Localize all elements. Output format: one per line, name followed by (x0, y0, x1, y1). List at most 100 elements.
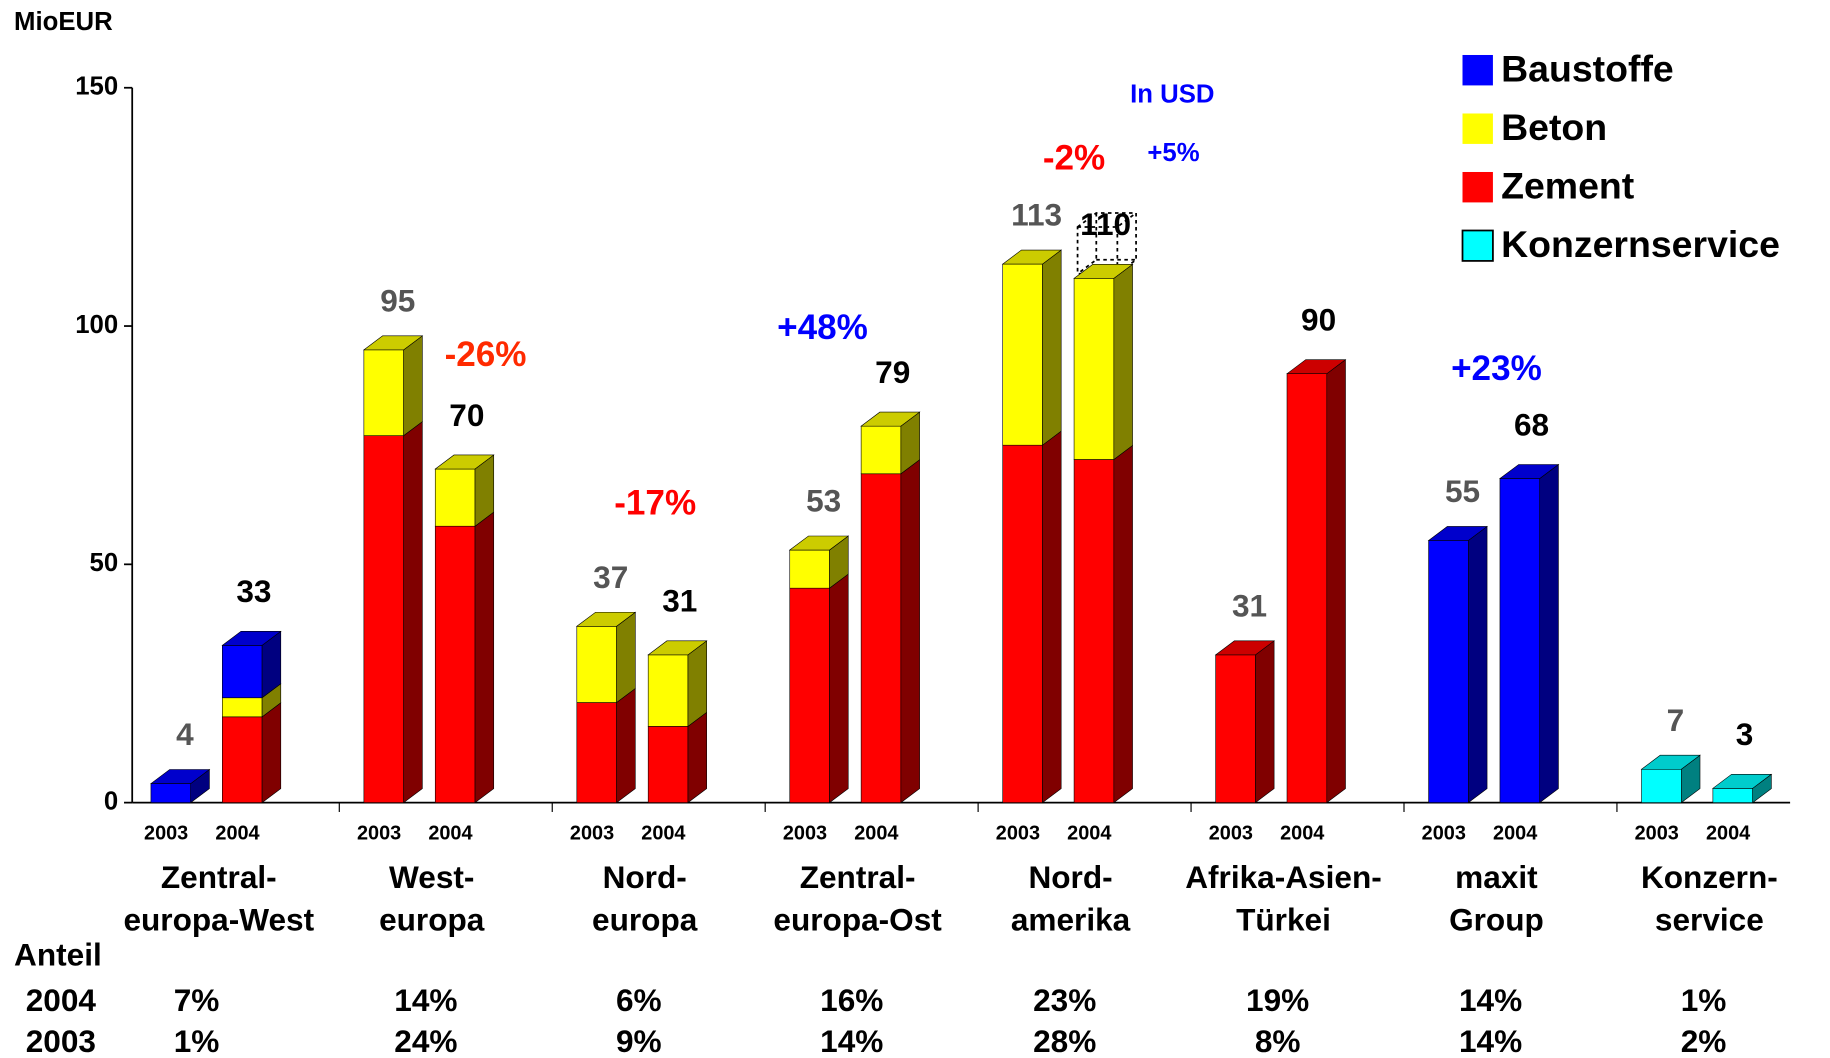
share-value: 9% (616, 1023, 662, 1058)
category-label: Nord- (1028, 859, 1112, 895)
bar-top (575, 611, 637, 627)
total-label: 4 (176, 716, 194, 752)
category-label: service (1655, 901, 1764, 937)
bar-segment (1002, 444, 1043, 803)
year-label: 2004 (1280, 822, 1324, 844)
total-label: 37 (593, 559, 628, 595)
legend-swatch (1462, 113, 1493, 144)
total-label: 90 (1301, 302, 1336, 338)
bar-segment (1499, 478, 1541, 803)
annotation: +23% (1451, 349, 1542, 388)
category-label: europa (592, 901, 698, 937)
annotation: +48% (777, 308, 868, 347)
category-label: Zentral- (161, 859, 277, 895)
y-tick-label: 50 (90, 549, 119, 577)
share-value: 8% (1255, 1023, 1301, 1058)
total-label: 31 (662, 583, 697, 619)
category-label: Afrika-Asien- (1185, 859, 1382, 895)
share-value: 14% (394, 982, 457, 1018)
annotation: In USD (1130, 81, 1214, 109)
category-label: europa-West (123, 901, 314, 937)
total-label: 31 (1232, 587, 1267, 623)
share-value: 19% (1246, 982, 1309, 1018)
legend-swatch (1461, 229, 1494, 262)
bar-side (474, 511, 495, 804)
share-value: 6% (616, 982, 662, 1018)
year-label: 2004 (1706, 822, 1750, 844)
total-label: 95 (380, 282, 415, 318)
bar-segment (1712, 788, 1753, 803)
year-label: 2003 (1635, 822, 1679, 844)
share-value: 7% (174, 982, 220, 1018)
share-value: 23% (1033, 982, 1096, 1018)
share-year: 2004 (26, 982, 97, 1018)
bar-segment (1641, 768, 1682, 803)
bar-top (1640, 754, 1701, 770)
bar-side (1326, 359, 1346, 804)
total-label: 70 (449, 397, 484, 433)
bar-top (1073, 264, 1134, 279)
year-label: 2004 (428, 822, 472, 844)
bar-segment (1002, 263, 1043, 446)
year-label: 2003 (996, 822, 1040, 844)
total-label: 55 (1445, 473, 1480, 509)
bar-side (1468, 525, 1488, 804)
bar-side (1113, 263, 1133, 461)
share-year: 2003 (26, 1023, 96, 1058)
bar-top (1427, 526, 1488, 541)
bar-side (687, 640, 707, 727)
bar-side (261, 702, 282, 804)
year-label: 2003 (144, 822, 188, 844)
bar-segment (363, 435, 404, 803)
annotation: +5% (1147, 139, 1199, 167)
share-value: 14% (1459, 982, 1522, 1018)
total-label: 113 (1011, 197, 1062, 233)
year-label: 2003 (357, 822, 401, 844)
total-label: 3 (1736, 716, 1754, 752)
bar-side (403, 335, 423, 437)
category-label: Konzern- (1641, 859, 1778, 895)
legend-label: Baustoffe (1501, 47, 1674, 89)
bar-segment (1286, 373, 1328, 803)
legend-label: Zement (1501, 164, 1635, 206)
total-label: 110 (1080, 206, 1131, 242)
year-label: 2003 (783, 822, 827, 844)
bar-top (860, 411, 921, 427)
share-value: 1% (1681, 982, 1727, 1018)
share-value: 28% (1033, 1023, 1096, 1058)
bar-segment (647, 654, 689, 727)
year-label: 2004 (1493, 822, 1537, 844)
bar-segment (1428, 540, 1469, 803)
bar-side (1042, 249, 1062, 446)
y-tick-label: 0 (104, 787, 118, 815)
legend-label: Beton (1501, 106, 1607, 148)
share-value: 24% (394, 1023, 457, 1058)
bar-segment (363, 349, 404, 436)
bar-segment (1073, 278, 1115, 460)
total-label: 33 (236, 573, 271, 609)
bar-side (829, 573, 849, 804)
year-label: 2003 (570, 822, 614, 844)
y-tick-label: 100 (75, 311, 118, 339)
bar-segment (1073, 459, 1115, 803)
bar-segment (434, 468, 476, 527)
bar-side (616, 611, 636, 704)
bar-top (1499, 464, 1560, 479)
category-label: maxit (1455, 859, 1538, 895)
bar-side (687, 711, 707, 804)
year-label: 2004 (854, 822, 898, 844)
bar-top (1214, 640, 1276, 656)
category-label: Türkei (1236, 901, 1331, 937)
share-value: 14% (820, 1023, 883, 1058)
bar-segment (789, 549, 830, 589)
plot: MioEUR 0 50 100 150 4 2003 33 2004 95 2003 70 2004 3… (14, 8, 1791, 1058)
category-label: West- (389, 859, 474, 895)
bar-side (1042, 430, 1062, 804)
y-axis-label: MioEUR (14, 8, 113, 36)
bar-segment (222, 716, 263, 803)
bar-side (1539, 463, 1559, 804)
category-label: amerika (1011, 901, 1131, 937)
share-value: 14% (1459, 1023, 1522, 1058)
bar-segment (860, 425, 902, 475)
annotation: -2% (1043, 139, 1105, 178)
